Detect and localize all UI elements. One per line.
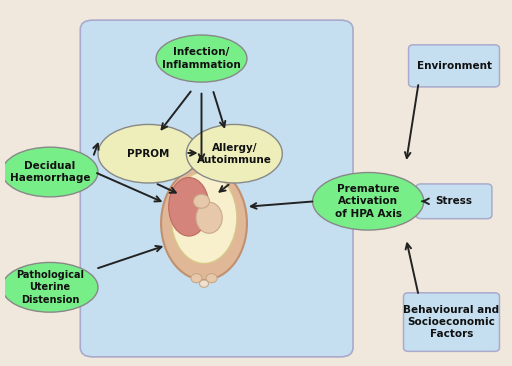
Text: Decidual
Haemorrhage: Decidual Haemorrhage bbox=[10, 161, 90, 183]
Ellipse shape bbox=[196, 202, 222, 233]
FancyBboxPatch shape bbox=[80, 20, 353, 357]
Ellipse shape bbox=[313, 172, 424, 230]
Text: Premature
Activation
of HPA Axis: Premature Activation of HPA Axis bbox=[335, 184, 401, 219]
Ellipse shape bbox=[191, 274, 202, 283]
Ellipse shape bbox=[2, 147, 98, 197]
Text: Environment: Environment bbox=[417, 61, 492, 71]
FancyBboxPatch shape bbox=[409, 45, 500, 87]
Ellipse shape bbox=[156, 35, 247, 82]
Text: Stress: Stress bbox=[436, 196, 473, 206]
FancyBboxPatch shape bbox=[403, 293, 500, 351]
Ellipse shape bbox=[186, 124, 282, 183]
Ellipse shape bbox=[168, 178, 209, 236]
Ellipse shape bbox=[194, 194, 209, 208]
Text: Allergy/
Autoimmune: Allergy/ Autoimmune bbox=[197, 142, 272, 165]
Ellipse shape bbox=[171, 172, 237, 264]
Text: Pathological
Uterine
Distension: Pathological Uterine Distension bbox=[16, 270, 84, 305]
Text: Infection/
Inflammation: Infection/ Inflammation bbox=[162, 47, 241, 70]
Ellipse shape bbox=[161, 167, 247, 280]
Ellipse shape bbox=[206, 274, 217, 283]
Ellipse shape bbox=[98, 124, 199, 183]
Ellipse shape bbox=[200, 280, 208, 287]
Text: Behavioural and
Socioeconomic
Factors: Behavioural and Socioeconomic Factors bbox=[403, 305, 500, 340]
Ellipse shape bbox=[2, 262, 98, 312]
Text: PPROM: PPROM bbox=[127, 149, 169, 159]
FancyBboxPatch shape bbox=[416, 184, 492, 219]
